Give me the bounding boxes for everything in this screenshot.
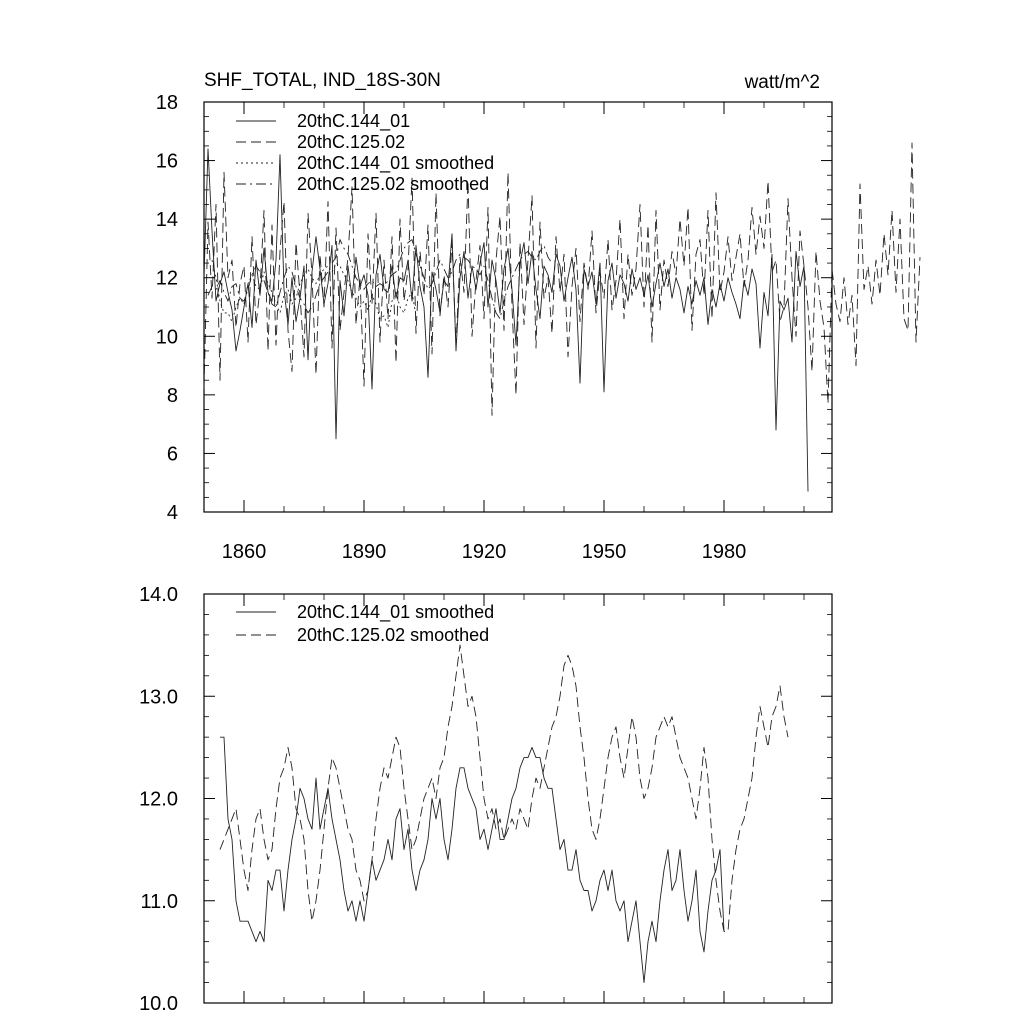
- y-tick-label: 4: [167, 502, 178, 524]
- chart-title: SHF_TOTAL, IND_18S-30N: [204, 70, 441, 91]
- series-line-2: [203, 142, 921, 416]
- y-tick-label: 16: [156, 151, 178, 173]
- y-tick-label: 14: [156, 209, 178, 231]
- series-line-4: [207, 239, 553, 320]
- series-line-2: [219, 644, 789, 932]
- x-tick-label: 1950: [582, 541, 627, 563]
- y-tick-label: 12.0: [139, 789, 178, 811]
- bottom-panel: 10.0 11.0 12.0 13.0 14.0 20thC.144_01 smoothe…: [139, 584, 833, 1015]
- legend-label: 20thC.125.02: [297, 132, 405, 152]
- x-tick-label: 1920: [462, 541, 507, 563]
- x-tick-label: 1980: [702, 541, 747, 563]
- y-tick-label: 11.0: [141, 891, 178, 913]
- x-tick-label: 1890: [342, 541, 387, 563]
- legend-label: 20thC.144_01 smoothed: [297, 602, 494, 623]
- top-panel: 4 6 8 10 12 14 16 18 1860 1890 1920 1950 1980 20thC.1…: [156, 92, 921, 563]
- y-tick-label: 18: [156, 92, 178, 114]
- legend-label: 20thC.144_01: [297, 111, 410, 132]
- plot-frame: [203, 593, 833, 1004]
- x-tick-label: 1860: [222, 541, 267, 563]
- series-line-1: [203, 148, 809, 492]
- units-label: watt/m^2: [744, 72, 820, 93]
- legend-label: 20thC.144_01 smoothed: [297, 153, 494, 174]
- series-line-3: [211, 260, 417, 328]
- y-tick-label: 12: [156, 268, 178, 290]
- y-tick-label: 13.0: [139, 686, 178, 708]
- series-line-1: [220, 736, 725, 984]
- y-tick-label: 6: [167, 443, 178, 465]
- y-tick-label: 10: [156, 326, 178, 348]
- y-tick-label: 14.0: [139, 584, 178, 606]
- legend-label: 20thC.125.02 smoothed: [297, 174, 489, 194]
- legend-label: 20thC.125.02 smoothed: [297, 625, 489, 645]
- y-tick-label: 8: [167, 385, 178, 407]
- y-tick-label: 10.0: [139, 993, 178, 1015]
